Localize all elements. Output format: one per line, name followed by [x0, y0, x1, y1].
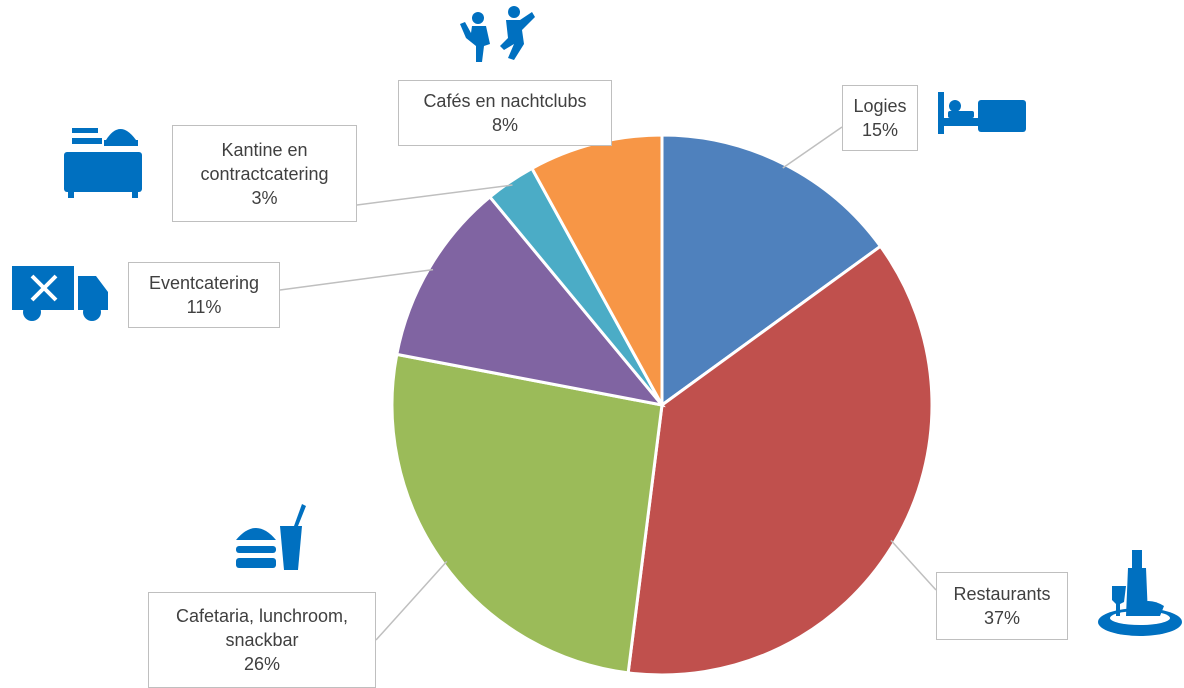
- bed-icon: [938, 92, 1026, 134]
- pie-slice: [626, 244, 934, 677]
- pie-slice: [390, 352, 664, 675]
- leader-line: [279, 268, 434, 291]
- data-label: Cafetaria, lunchroom, snackbar 26%: [148, 592, 376, 688]
- leader-lines: [279, 126, 937, 641]
- truck-icon: [12, 266, 108, 321]
- value-label: 26%: [243, 654, 281, 674]
- wine-icon: [1098, 550, 1182, 636]
- value-label: 8%: [491, 115, 518, 135]
- buffet-icon: [64, 128, 142, 198]
- data-label: Kantine en contractcatering 3%: [172, 125, 357, 222]
- data-label: Cafés en nachtclubs 8%: [398, 80, 612, 146]
- leader-line: [375, 560, 448, 641]
- icons: [12, 6, 1182, 636]
- pie: [390, 133, 934, 677]
- leader-line: [356, 184, 513, 206]
- category-label: Logies: [853, 96, 907, 116]
- fastfood-icon: [236, 504, 306, 570]
- leader-line: [782, 126, 843, 169]
- value-label: 3%: [251, 187, 278, 208]
- category-label: Restaurants: [953, 584, 1051, 604]
- category-label: Cafés en nachtclubs: [423, 91, 587, 111]
- value-label: 15%: [861, 120, 899, 140]
- dancers-icon: [460, 6, 535, 62]
- category-label: Eventcatering: [148, 273, 260, 293]
- category-label: Kantine en contractcatering: [200, 139, 329, 184]
- category-label: Cafetaria, lunchroom, snackbar: [175, 606, 349, 650]
- data-label: Restaurants 37%: [936, 572, 1068, 640]
- data-label: Logies 15%: [842, 85, 918, 151]
- value-label: 11%: [186, 297, 222, 317]
- pie-slice: [660, 133, 883, 408]
- value-label: 37%: [983, 608, 1021, 628]
- leader-line: [890, 539, 937, 591]
- pie-slice: [395, 194, 666, 408]
- data-label: Eventcatering 11%: [128, 262, 280, 328]
